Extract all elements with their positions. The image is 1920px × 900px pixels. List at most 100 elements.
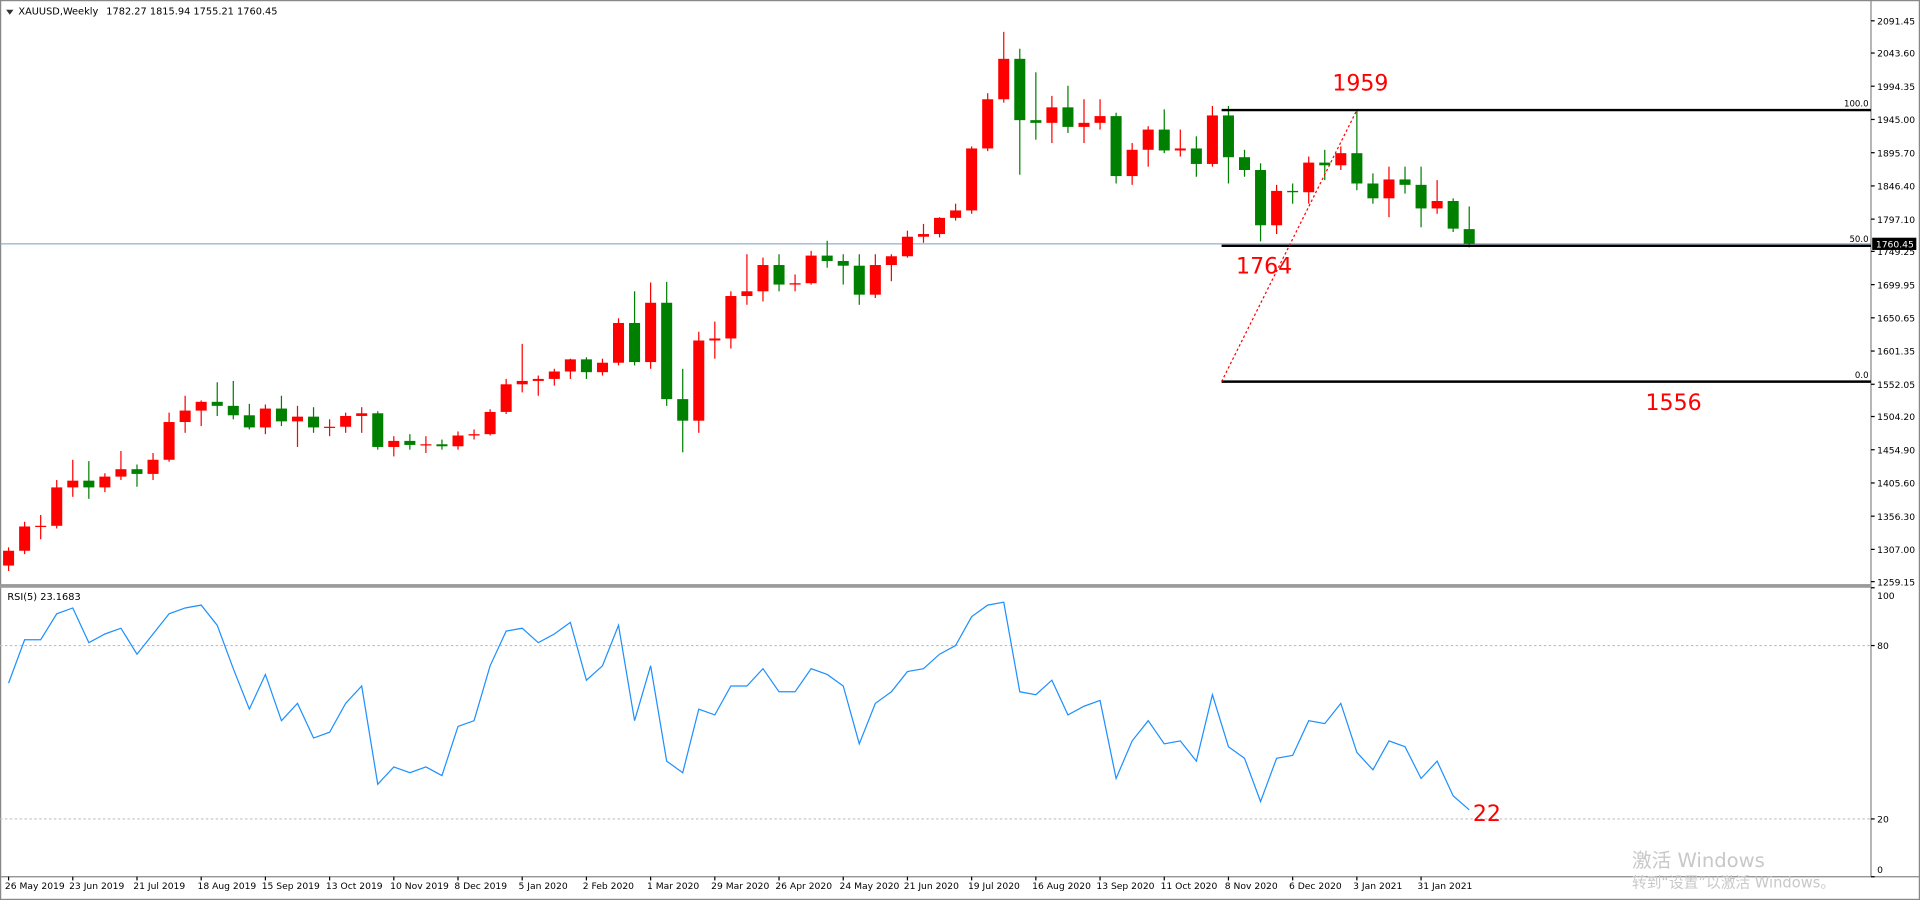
candle-body bbox=[516, 380, 528, 385]
candle-body bbox=[1319, 162, 1331, 166]
candle-body bbox=[580, 359, 592, 373]
candle-body bbox=[1383, 179, 1395, 199]
watermark: 激活 Windows bbox=[1632, 849, 1765, 872]
y-tick-label: 1650.65 bbox=[1877, 313, 1915, 324]
candle-body bbox=[356, 413, 368, 416]
candle-body bbox=[83, 480, 95, 488]
x-tick-label: 15 Sep 2019 bbox=[262, 881, 320, 892]
y-tick-label: 1749.25 bbox=[1877, 247, 1915, 258]
candle-body bbox=[805, 255, 817, 284]
candle-body bbox=[853, 265, 865, 295]
candle-body bbox=[436, 444, 448, 447]
candle-body bbox=[1399, 179, 1411, 185]
candle-body bbox=[1110, 116, 1122, 177]
x-tick-label: 19 Jul 2020 bbox=[968, 881, 1020, 892]
x-tick-label: 2 Feb 2020 bbox=[583, 881, 634, 892]
candle-body bbox=[934, 217, 946, 235]
candle-body bbox=[966, 148, 978, 211]
candle-body bbox=[179, 410, 191, 423]
candle-body bbox=[837, 260, 849, 266]
rsi-tick-label: 20 bbox=[1877, 815, 1889, 826]
y-tick-label: 1307.00 bbox=[1877, 545, 1915, 556]
x-tick-label: 16 Aug 2020 bbox=[1032, 881, 1091, 892]
candle-body bbox=[1078, 122, 1090, 127]
candle-body bbox=[1142, 129, 1154, 150]
candle-body bbox=[420, 444, 432, 446]
x-tick-label: 21 Jul 2019 bbox=[133, 881, 185, 892]
candle-body bbox=[1463, 229, 1475, 244]
y-tick-label: 1405.60 bbox=[1877, 479, 1915, 490]
candle-body bbox=[1271, 190, 1283, 226]
rsi-value: 23.1683 bbox=[40, 592, 80, 603]
candle-body bbox=[629, 322, 641, 363]
candle-body bbox=[1415, 184, 1427, 209]
candle-body bbox=[1447, 201, 1459, 229]
candle-body bbox=[1351, 153, 1363, 184]
candle-body bbox=[789, 283, 801, 285]
candle-body bbox=[821, 255, 833, 261]
y-tick-label: 2043.60 bbox=[1877, 49, 1915, 60]
x-tick-label: 31 Jan 2021 bbox=[1417, 881, 1472, 892]
candle-body bbox=[998, 58, 1010, 100]
collapse-icon[interactable] bbox=[6, 9, 14, 15]
candle-body bbox=[1222, 115, 1234, 158]
candle-body bbox=[1158, 129, 1170, 151]
symbol: XAUUSD,Weekly bbox=[18, 7, 98, 18]
x-tick-label: 29 Mar 2020 bbox=[711, 881, 769, 892]
candle-body bbox=[275, 408, 287, 422]
candle-body bbox=[1190, 148, 1202, 164]
candle-body bbox=[1126, 149, 1138, 177]
candle-body bbox=[484, 411, 496, 435]
y-tick-label: 1994.35 bbox=[1877, 82, 1915, 93]
y-tick-label: 1945.00 bbox=[1877, 115, 1915, 126]
candle-body bbox=[1206, 115, 1218, 164]
candle-body bbox=[19, 526, 31, 551]
candle-body bbox=[163, 422, 175, 460]
rsi-tick-label: 80 bbox=[1877, 641, 1889, 652]
candle-body bbox=[67, 480, 79, 488]
x-tick-label: 8 Dec 2019 bbox=[454, 881, 507, 892]
y-tick-label: 1504.20 bbox=[1877, 412, 1915, 423]
candle-body bbox=[596, 362, 608, 373]
y-tick-label: 1895.70 bbox=[1877, 148, 1915, 159]
candle-body bbox=[661, 302, 673, 400]
x-tick-label: 13 Sep 2020 bbox=[1096, 881, 1154, 892]
candle-body bbox=[99, 476, 111, 488]
candle-body bbox=[869, 265, 881, 295]
x-tick-label: 21 Jun 2020 bbox=[904, 881, 959, 892]
y-tick-label: 1699.95 bbox=[1877, 280, 1915, 291]
candle-body bbox=[613, 322, 625, 363]
x-tick-label: 11 Oct 2020 bbox=[1161, 881, 1218, 892]
y-tick-label: 1259.15 bbox=[1877, 577, 1915, 588]
candle-body bbox=[372, 413, 384, 447]
rsi-annotation: 22 bbox=[1473, 802, 1501, 827]
close-value: 1760.45 bbox=[237, 7, 277, 18]
rsi-tick-label: 100 bbox=[1877, 591, 1895, 602]
fib-trend bbox=[1221, 109, 1358, 382]
candle-body bbox=[1431, 201, 1443, 209]
candle-body bbox=[645, 302, 657, 363]
x-tick-label: 26 May 2019 bbox=[5, 881, 65, 892]
candle-body bbox=[773, 265, 785, 285]
candle-body bbox=[388, 440, 400, 447]
candle-body bbox=[677, 399, 689, 421]
candle-body bbox=[885, 256, 897, 266]
candle-body bbox=[35, 525, 47, 528]
y-tick-label: 2091.45 bbox=[1877, 16, 1915, 27]
candle-body bbox=[291, 416, 304, 422]
header: XAUUSD,Weekly 1782.27 1815.94 1755.21 17… bbox=[18, 7, 277, 18]
candle-body bbox=[404, 440, 416, 445]
candle-body bbox=[324, 426, 336, 428]
candle-body bbox=[693, 340, 705, 421]
candle-body bbox=[131, 469, 143, 474]
candle-body bbox=[259, 408, 271, 428]
candle-body bbox=[500, 384, 512, 412]
high-value: 1815.94 bbox=[150, 7, 190, 18]
y-tick-label: 1454.90 bbox=[1877, 445, 1915, 456]
candle-body bbox=[115, 469, 127, 477]
candle-body bbox=[1335, 153, 1347, 166]
candle-body bbox=[195, 401, 207, 411]
y-tick-label: 1601.35 bbox=[1877, 347, 1915, 358]
